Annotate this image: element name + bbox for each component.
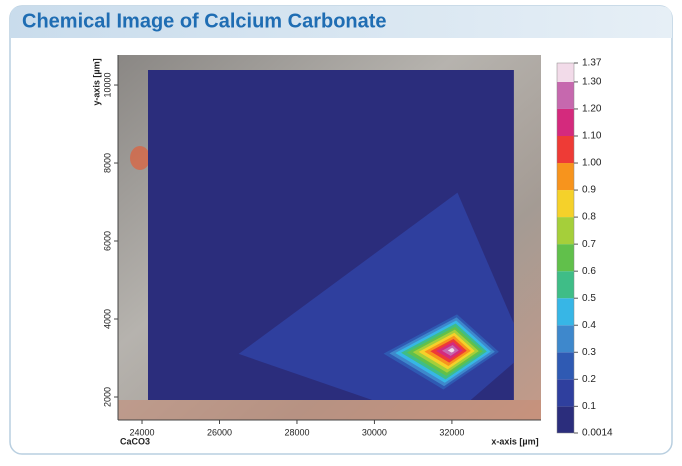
colorbar-label: 0.1 — [582, 401, 596, 412]
colorbar-band — [557, 163, 574, 191]
colorbar-label: 1.00 — [582, 158, 602, 169]
colorbar-label: 0.0014 — [582, 428, 613, 439]
colorbar-band — [557, 325, 574, 353]
colorbar-label: 0.8 — [582, 212, 596, 223]
photo-edge — [118, 400, 541, 420]
colorbar-band — [557, 81, 574, 109]
colorbar-label: 0.6 — [582, 266, 596, 277]
colorbar-band — [557, 298, 574, 326]
contour-group — [148, 70, 514, 400]
y-tick-label: 8000 — [102, 153, 112, 173]
colorbar-band — [557, 108, 574, 136]
x-tick-label: 32000 — [439, 427, 464, 437]
y-axis-label: y-axis [µm] — [91, 58, 101, 105]
x-tick-label: 28000 — [284, 427, 309, 437]
title: Chemical Image of Calcium Carbonate — [22, 10, 387, 32]
colorbar-label: 0.7 — [582, 239, 596, 250]
colorbar-band — [557, 135, 574, 164]
photo-spot — [130, 146, 150, 170]
y-tick-label: 10000 — [102, 73, 112, 98]
colorbar-label: 0.2 — [582, 374, 596, 385]
colorbar-band — [557, 379, 574, 407]
colorbar-label: 0.5 — [582, 293, 596, 304]
colorbar-band — [557, 244, 574, 272]
colorbar-band — [557, 271, 574, 299]
series-label: CaCO3 — [120, 436, 150, 446]
x-axis-label: x-axis [µm] — [491, 436, 538, 446]
y-tick-label: 4000 — [102, 309, 112, 329]
colorbar-label: 0.4 — [582, 320, 596, 331]
header-band — [10, 6, 672, 38]
x-tick-label: 30000 — [362, 427, 387, 437]
colorbar-band — [557, 406, 574, 433]
colorbar-label: 1.30 — [582, 77, 602, 88]
x-tick-label: 24000 — [130, 427, 155, 437]
colorbar-band — [557, 217, 574, 245]
colorbar-band — [557, 190, 574, 218]
peak — [449, 348, 454, 353]
colorbar-label: 1.20 — [582, 104, 602, 115]
colorbar-label: 0.3 — [582, 347, 596, 358]
colorbar-band — [557, 63, 574, 82]
colorbar-band — [557, 352, 574, 380]
colorbar-label: 1.10 — [582, 131, 602, 142]
colorbar-frame — [556, 62, 575, 434]
y-tick-label: 2000 — [102, 387, 112, 407]
colorbar-label: 1.37 — [582, 58, 602, 69]
colorbar-label: 0.9 — [582, 185, 596, 196]
x-tick-label: 26000 — [207, 427, 232, 437]
y-tick-label: 6000 — [102, 231, 112, 251]
